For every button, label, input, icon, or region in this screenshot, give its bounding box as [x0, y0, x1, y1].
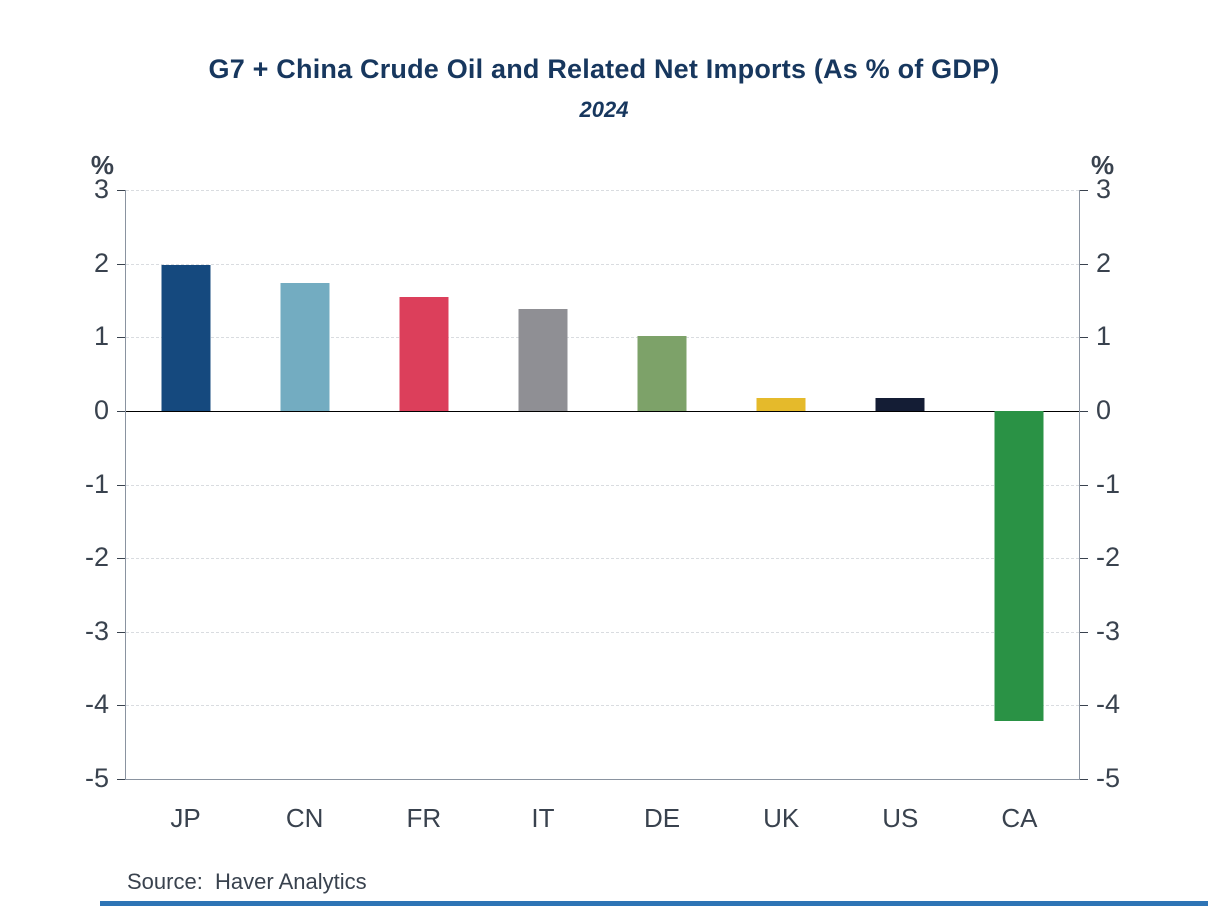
- tick-right-2: [1080, 263, 1088, 265]
- ytick-label-left-1: 1: [93, 321, 109, 352]
- ytick-label-right--5: -5: [1096, 762, 1121, 793]
- tick-left-3: [117, 190, 125, 191]
- tick-left--2: [117, 558, 125, 560]
- ytick-label-left--2: -2: [84, 542, 109, 573]
- x-label-IT: IT: [531, 803, 555, 833]
- bar-CA: [994, 410, 1044, 721]
- bar-slot-IT: [483, 190, 602, 779]
- chart-title: G7 + China Crude Oil and Related Net Imp…: [208, 54, 1000, 84]
- chart-subtitle: 2024: [579, 97, 629, 122]
- bar-IT: [518, 308, 568, 411]
- ytick-label-left-2: 2: [93, 247, 109, 278]
- tick-left--4: [117, 705, 125, 707]
- ytick-label-right-0: 0: [1096, 394, 1112, 425]
- bar-slot-FR: [364, 190, 483, 779]
- ytick-label-right--1: -1: [1096, 468, 1121, 499]
- x-label-CN: CN: [285, 803, 324, 833]
- bar-slot-UK: [722, 190, 841, 779]
- x-label-CA: CA: [1001, 803, 1038, 833]
- bar-UK: [756, 397, 806, 411]
- bar-slot-CA: [960, 190, 1079, 779]
- y-axis-unit-left: %: [90, 150, 114, 180]
- ytick-label-right-3: 3: [1096, 173, 1112, 204]
- tick-left--5: [117, 779, 125, 780]
- bar-slot-CN: [245, 190, 364, 779]
- tick-right--1: [1080, 484, 1088, 486]
- bar-DE: [637, 335, 687, 411]
- source-note: Source: Haver Analytics: [127, 869, 367, 894]
- bar-US: [875, 397, 925, 411]
- tick-left--1: [117, 484, 125, 486]
- plot-area: 3 2 1 0 -1 -2 -3 -4 -5% 3 2 1 0 -1 -2 -3 -4 -5% JP CN FR IT DE…: [85, 152, 1120, 831]
- bar-slot-DE: [603, 190, 722, 779]
- tick-left-1: [117, 337, 125, 339]
- tick-right--3: [1080, 631, 1088, 633]
- tick-left-0: [117, 410, 125, 412]
- ytick-label-right--3: -3: [1096, 615, 1121, 646]
- bar-CN: [280, 282, 330, 411]
- tick-right-1: [1080, 337, 1088, 339]
- tick-left--3: [117, 631, 125, 633]
- ytick-label-left--4: -4: [84, 689, 109, 720]
- x-label-DE: DE: [644, 803, 681, 833]
- ytick-label-right--2: -2: [1096, 542, 1121, 573]
- tick-right--5: [1080, 779, 1088, 780]
- x-label-UK: UK: [763, 803, 800, 833]
- tick-right--2: [1080, 558, 1088, 560]
- ytick-label-left-3: 3: [93, 173, 109, 204]
- tick-left-2: [117, 263, 125, 265]
- tick-right-0: [1080, 410, 1088, 412]
- bottom-border-bar: [100, 901, 1208, 906]
- y-axis-unit-right: %: [1091, 150, 1115, 180]
- ytick-label-right-2: 2: [1096, 247, 1112, 278]
- bar-slot-US: [841, 190, 960, 779]
- ytick-label-left--5: -5: [84, 762, 109, 793]
- bar-slot-JP: [126, 190, 245, 779]
- ytick-label-right--4: -4: [1096, 689, 1121, 720]
- bar-FR: [399, 297, 449, 411]
- x-label-JP: JP: [170, 803, 201, 833]
- x-label-FR: FR: [406, 803, 442, 833]
- ytick-label-left-0: 0: [93, 394, 109, 425]
- ytick-label-left--3: -3: [84, 615, 109, 646]
- tick-right-3: [1080, 190, 1088, 191]
- ytick-label-right-1: 1: [1096, 321, 1112, 352]
- tick-right--4: [1080, 705, 1088, 707]
- x-label-US: US: [882, 803, 919, 833]
- bar-JP: [161, 265, 211, 411]
- ytick-label-left--1: -1: [84, 468, 109, 499]
